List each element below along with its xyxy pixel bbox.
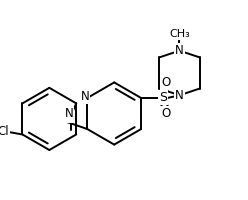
Text: N: N [65,107,74,120]
Text: S: S [159,91,167,104]
Text: O: O [161,76,171,89]
Text: N: N [175,89,184,102]
Text: CH₃: CH₃ [169,29,190,39]
Text: O: O [161,107,171,120]
Text: N: N [175,44,184,57]
Text: H: H [65,112,73,122]
Text: N: N [81,90,90,103]
Text: Cl: Cl [0,125,9,138]
